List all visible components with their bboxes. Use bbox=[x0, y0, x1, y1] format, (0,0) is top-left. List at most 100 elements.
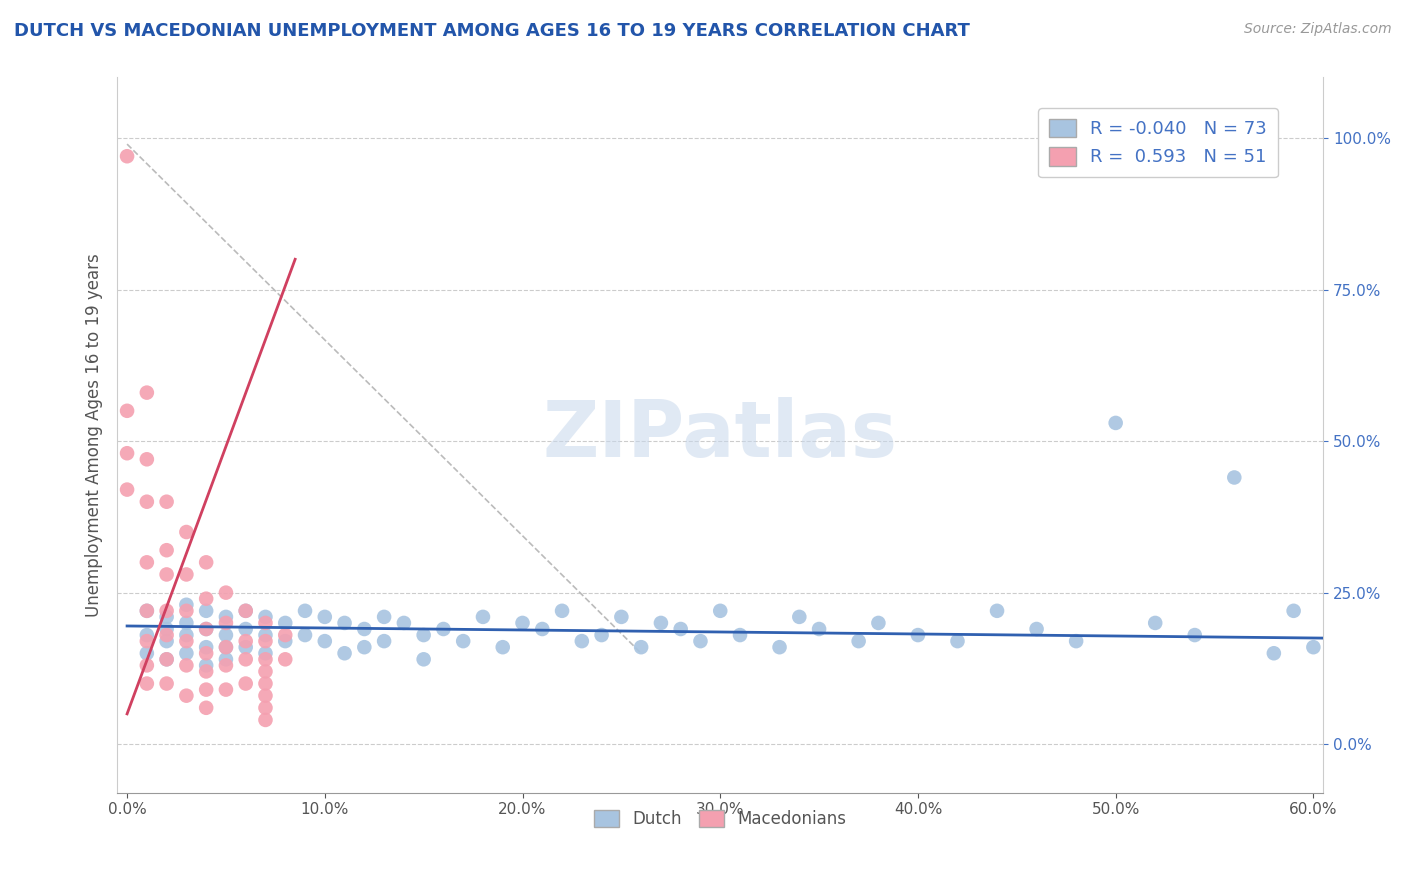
Point bbox=[254, 700, 277, 714]
Point bbox=[235, 604, 257, 618]
Point bbox=[135, 604, 157, 618]
Point bbox=[235, 676, 257, 690]
Point bbox=[115, 149, 138, 163]
Point bbox=[215, 658, 238, 673]
Point bbox=[353, 622, 375, 636]
Point bbox=[195, 700, 218, 714]
Point bbox=[156, 634, 179, 648]
Point bbox=[432, 622, 454, 636]
Point bbox=[451, 634, 474, 648]
Point bbox=[195, 646, 218, 660]
Point bbox=[1282, 604, 1305, 618]
Point bbox=[135, 634, 157, 648]
Point bbox=[176, 567, 198, 582]
Point bbox=[176, 634, 198, 648]
Point bbox=[176, 598, 198, 612]
Point bbox=[314, 610, 336, 624]
Point bbox=[235, 652, 257, 666]
Point bbox=[135, 555, 157, 569]
Point bbox=[294, 604, 316, 618]
Point bbox=[176, 646, 198, 660]
Text: ZIPatlas: ZIPatlas bbox=[543, 397, 898, 473]
Point bbox=[274, 615, 297, 630]
Legend: Dutch, Macedonians: Dutch, Macedonians bbox=[588, 803, 853, 834]
Point bbox=[215, 652, 238, 666]
Point bbox=[176, 628, 198, 642]
Point bbox=[1263, 646, 1285, 660]
Point bbox=[254, 665, 277, 679]
Point bbox=[235, 622, 257, 636]
Point bbox=[946, 634, 969, 648]
Text: Source: ZipAtlas.com: Source: ZipAtlas.com bbox=[1244, 22, 1392, 37]
Point bbox=[115, 446, 138, 460]
Point bbox=[768, 640, 790, 655]
Point bbox=[135, 494, 157, 508]
Point bbox=[333, 646, 356, 660]
Point bbox=[294, 628, 316, 642]
Point bbox=[591, 628, 613, 642]
Point bbox=[135, 452, 157, 467]
Point bbox=[135, 604, 157, 618]
Point bbox=[848, 634, 870, 648]
Point bbox=[195, 658, 218, 673]
Point bbox=[907, 628, 929, 642]
Point bbox=[235, 604, 257, 618]
Point bbox=[610, 610, 633, 624]
Point bbox=[195, 622, 218, 636]
Text: DUTCH VS MACEDONIAN UNEMPLOYMENT AMONG AGES 16 TO 19 YEARS CORRELATION CHART: DUTCH VS MACEDONIAN UNEMPLOYMENT AMONG A… bbox=[14, 22, 970, 40]
Point bbox=[808, 622, 831, 636]
Point bbox=[551, 604, 574, 618]
Point bbox=[195, 591, 218, 606]
Point bbox=[314, 634, 336, 648]
Point bbox=[650, 615, 672, 630]
Point bbox=[156, 676, 179, 690]
Point bbox=[176, 604, 198, 618]
Point bbox=[254, 615, 277, 630]
Point bbox=[274, 628, 297, 642]
Point bbox=[215, 610, 238, 624]
Point bbox=[709, 604, 731, 618]
Point bbox=[215, 585, 238, 599]
Point bbox=[571, 634, 593, 648]
Point bbox=[531, 622, 554, 636]
Point bbox=[195, 665, 218, 679]
Point bbox=[195, 682, 218, 697]
Point bbox=[1184, 628, 1206, 642]
Point bbox=[156, 652, 179, 666]
Point bbox=[254, 634, 277, 648]
Point bbox=[156, 543, 179, 558]
Point bbox=[195, 555, 218, 569]
Point bbox=[215, 615, 238, 630]
Point bbox=[728, 628, 751, 642]
Point bbox=[156, 622, 179, 636]
Point bbox=[412, 628, 434, 642]
Point bbox=[135, 676, 157, 690]
Point bbox=[254, 652, 277, 666]
Point bbox=[176, 615, 198, 630]
Point bbox=[373, 610, 395, 624]
Point bbox=[176, 524, 198, 539]
Point bbox=[195, 604, 218, 618]
Point bbox=[689, 634, 711, 648]
Point bbox=[135, 628, 157, 642]
Point bbox=[254, 689, 277, 703]
Point bbox=[1302, 640, 1324, 655]
Point bbox=[492, 640, 515, 655]
Point bbox=[195, 640, 218, 655]
Point bbox=[1105, 416, 1128, 430]
Point bbox=[1064, 634, 1087, 648]
Point bbox=[1025, 622, 1047, 636]
Point bbox=[215, 640, 238, 655]
Point bbox=[135, 658, 157, 673]
Point bbox=[176, 689, 198, 703]
Point bbox=[669, 622, 692, 636]
Point bbox=[135, 646, 157, 660]
Point bbox=[512, 615, 534, 630]
Point bbox=[115, 404, 138, 418]
Point bbox=[986, 604, 1008, 618]
Point bbox=[215, 628, 238, 642]
Point bbox=[235, 640, 257, 655]
Point bbox=[156, 604, 179, 618]
Point bbox=[254, 676, 277, 690]
Point bbox=[274, 634, 297, 648]
